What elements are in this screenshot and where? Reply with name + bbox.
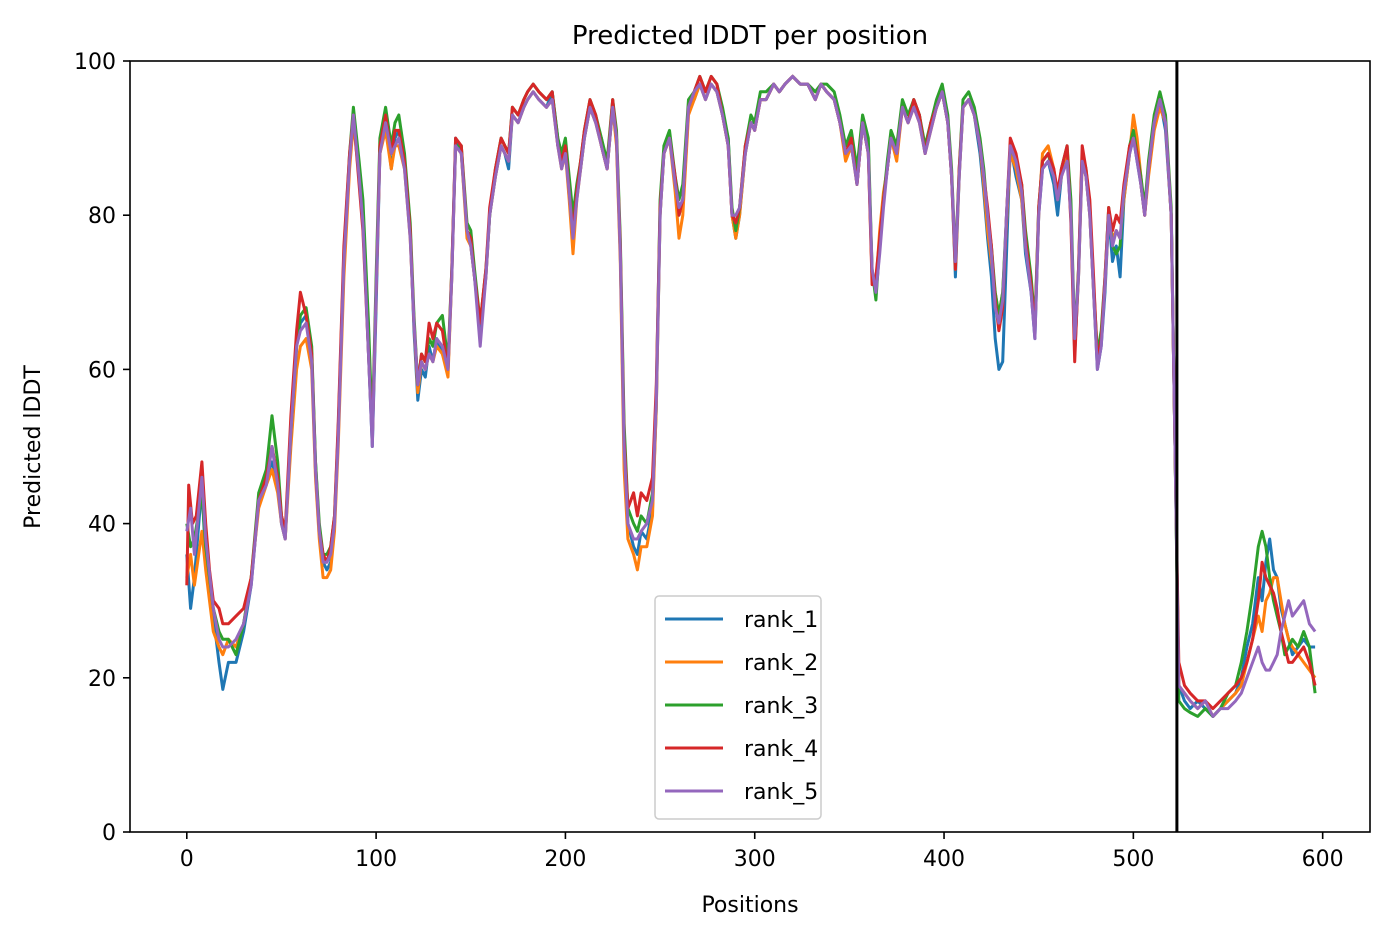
legend-label-rank_2: rank_2 [744,651,818,676]
legend: rank_1 rank_2 rank_3 rank_4 rank_5 [654,595,822,820]
plot-area [129,60,1371,833]
series-line-rank_5 [185,74,1317,718]
legend-label-rank_1: rank_1 [744,608,818,633]
y-tick-label: 60 [88,358,116,383]
x-axis: 0 100 200 300 400 500 600 [180,832,1344,872]
x-tick-label: 400 [923,847,965,872]
x-tick-label: 600 [1302,847,1344,872]
y-axis-title: Predicted lDDT [21,365,46,529]
y-tick-label: 100 [74,50,116,75]
series-layer [185,74,1317,718]
legend-box [654,595,822,820]
chart-title: Predicted lDDT per position [572,21,928,51]
x-axis-title: Positions [701,893,798,918]
x-tick-label: 100 [355,847,397,872]
x-tick-label: 500 [1112,847,1154,872]
legend-label-rank_5: rank_5 [744,780,818,805]
y-tick-label: 40 [88,513,116,538]
y-tick-label: 0 [102,821,116,846]
legend-label-rank_4: rank_4 [744,737,818,762]
x-tick-label: 200 [544,847,586,872]
x-tick-label: 300 [734,847,776,872]
y-axis: 0 20 40 60 80 100 [74,50,130,846]
y-tick-label: 80 [88,204,116,229]
plot-frame [129,60,1371,833]
y-tick-label: 20 [88,667,116,692]
legend-label-rank_3: rank_3 [744,694,818,719]
x-tick-label: 0 [180,847,194,872]
